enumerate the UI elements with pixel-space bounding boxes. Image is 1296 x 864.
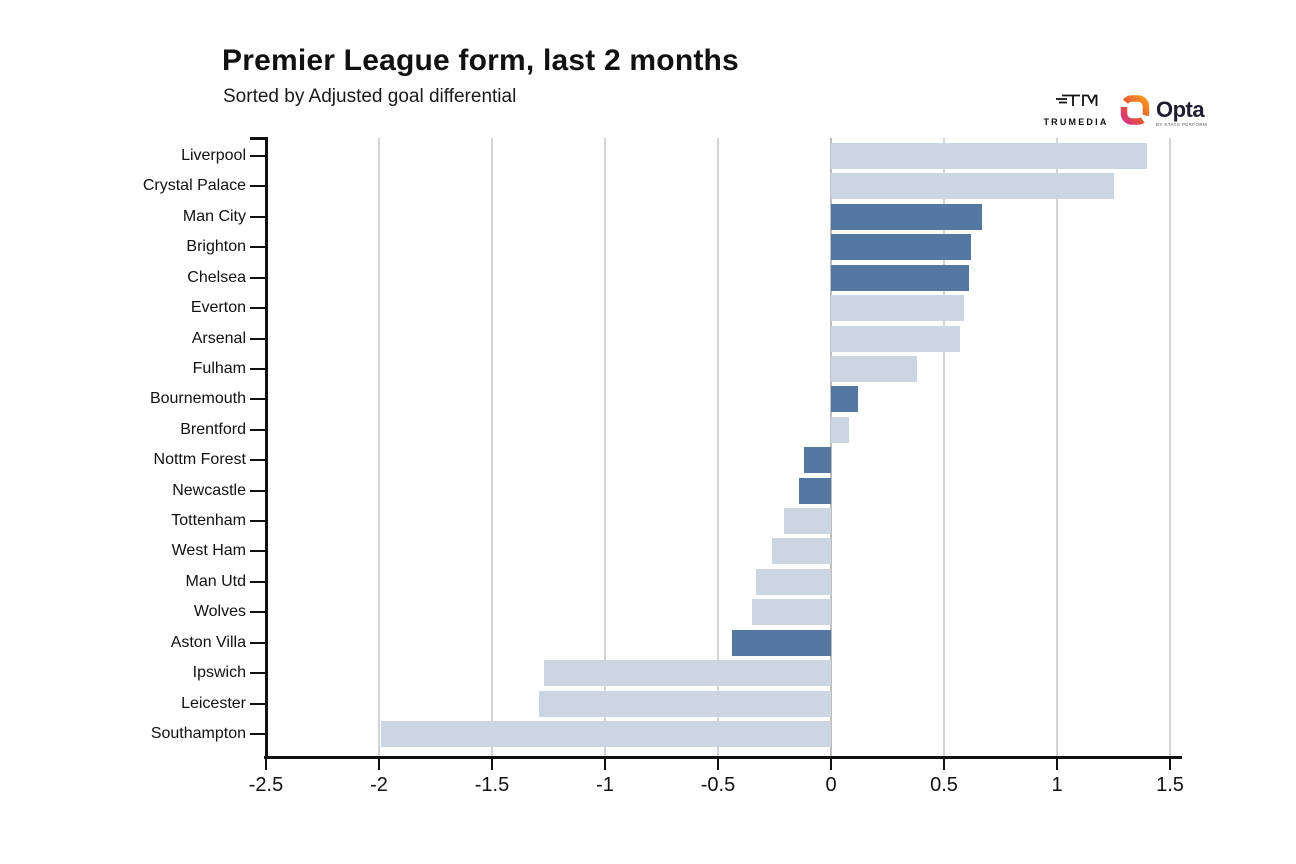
x-tick [717,757,719,770]
x-tick-label--2: -2 [370,774,388,796]
bar-west-ham [772,538,831,565]
team-label-liverpool: Liverpool [181,147,246,164]
gridline [943,138,945,757]
team-label-everton: Everton [190,299,246,317]
trumedia-wordmark: TRUMEDIA [1043,117,1109,127]
team-label-ipswich: Ipswich [192,664,246,682]
bar-liverpool [831,143,1148,169]
y-tick [250,155,266,157]
x-tick [1056,757,1058,770]
team-label-bournemouth: Bournemouth [149,390,246,408]
y-tick [250,276,266,279]
bar-crystal-palace [831,173,1114,200]
y-tick [250,520,266,523]
opta-wordmark: Opta [1156,96,1205,122]
y-tick [250,641,266,644]
chart-title: Premier League form, last 2 months [222,44,739,77]
bar-chelsea [831,264,969,291]
bar-newcastle [799,477,831,504]
y-tick [250,580,266,583]
bar-ipswich [543,660,831,687]
team-label-arsenal: Arsenal [191,329,246,347]
x-tick [604,757,606,770]
y-tick [250,611,266,614]
bar-bournemouth [831,386,859,413]
x-tick-label--2.5: -2.5 [248,774,284,796]
x-tick-label--1: -1 [596,774,614,796]
team-label-brighton: Brighton [186,238,246,256]
team-label-newcastle: Newcastle [172,481,246,499]
team-label-west-ham: West Ham [171,542,246,560]
zero-gridline [830,138,832,757]
gridline [378,138,380,757]
y-tick [250,702,266,705]
team-label-nottm-forest: Nottm Forest [153,451,246,469]
y-tick [250,550,266,553]
bar-man-city [831,203,983,230]
bar-nottm-forest [803,447,831,474]
team-label-aston-villa: Aston Villa [170,633,246,651]
bar-southampton [381,720,831,747]
y-tick [250,459,266,462]
y-tick [250,398,266,401]
opta-ring-icon [1120,94,1150,131]
x-axis-line [264,756,1182,759]
bar-wolves [751,599,831,626]
y-tick [250,489,266,492]
gridline [1056,138,1058,757]
y-tick [250,672,266,675]
bar-leicester [539,690,831,717]
y-tick [250,367,266,370]
y-tick [250,307,266,310]
y-tick [250,428,266,431]
x-tick-label--1.5: -1.5 [474,774,510,796]
team-label-southampton: Southampton [150,724,246,742]
x-tick-label-1.5: 1.5 [1156,774,1184,796]
gridline [491,138,493,757]
team-label-man-utd: Man Utd [185,572,246,590]
chart-subtitle: Sorted by Adjusted goal differential [223,86,517,107]
y-tick [250,246,266,249]
team-label-chelsea: Chelsea [187,268,246,286]
team-label-tottenham: Tottenham [171,512,246,530]
opta-logo: Opta BY STATS PERFORM [1120,94,1207,131]
x-tick [265,757,267,770]
y-axis-top-cap [250,137,268,140]
team-label-brentford: Brentford [180,420,246,438]
team-label-crystal-palace: Crystal Palace [142,177,246,195]
team-label-man-city: Man City [182,207,246,225]
y-tick [250,337,266,340]
bar-everton [831,295,965,322]
trumedia-tm-icon [1050,94,1102,114]
opta-statsperform-label: BY STATS PERFORM [1156,121,1208,127]
bar-brighton [831,234,972,261]
bar-fulham [831,355,917,382]
bar-arsenal [831,325,960,352]
y-tick [250,215,266,218]
bar-aston-villa [731,629,831,656]
x-tick-label-0: 0 [825,774,837,796]
bar-man-utd [756,568,831,595]
team-label-fulham: Fulham [192,359,246,377]
x-tick-label-0.5: 0.5 [930,774,958,796]
y-axis-spine [265,138,268,757]
bar-tottenham [783,508,831,535]
x-tick-label--0.5: -0.5 [700,774,736,796]
x-tick [830,757,832,770]
gridline [717,138,719,757]
x-tick [378,757,380,770]
y-tick [250,185,266,188]
y-tick [250,732,266,735]
x-tick-label-1: 1 [1051,774,1063,796]
x-tick [1169,757,1171,770]
trumedia-logo: TRUMEDIA [1038,92,1114,127]
gridline [1169,138,1171,757]
team-label-leicester: Leicester [181,694,246,712]
x-tick [943,757,945,770]
x-tick [491,757,493,770]
gridline [604,138,606,757]
team-label-wolves: Wolves [193,603,246,621]
bar-brentford [831,416,850,443]
